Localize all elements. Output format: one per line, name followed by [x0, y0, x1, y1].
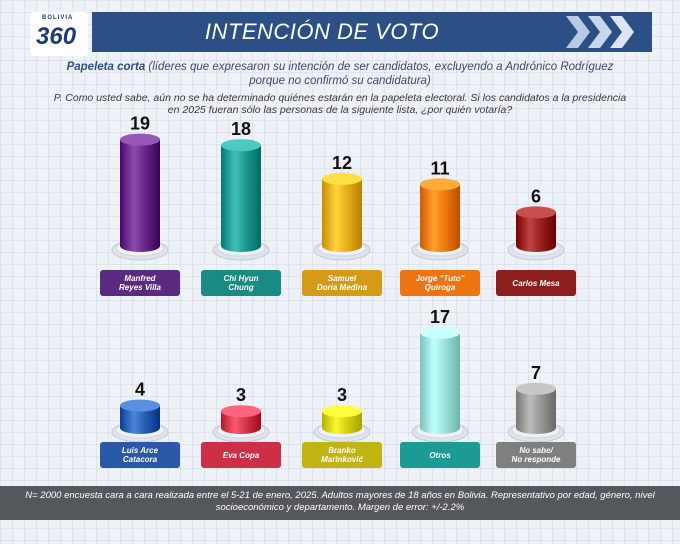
value-label: 4	[135, 380, 145, 400]
bar-9: 7	[507, 363, 565, 443]
category-label: No sabe/ No responde	[496, 442, 576, 468]
value-label: 17	[430, 307, 450, 327]
header: BOLIVIA 360 INTENCIÓN DE VOTO	[0, 8, 680, 56]
subtitle: Papeleta corta (líderes que expresaron s…	[60, 60, 620, 88]
category-label: Samuel Doria Medina	[302, 270, 382, 296]
bar-body	[120, 139, 160, 252]
bar-5: 4	[111, 380, 169, 443]
bar-body	[120, 405, 160, 434]
category-label: Branko Marinković	[302, 442, 382, 468]
logo-main-text: 360	[36, 23, 77, 50]
page-title: INTENCIÓN DE VOTO	[204, 19, 440, 44]
category-label: Otros	[400, 442, 480, 468]
bar-8: 17	[411, 307, 469, 443]
value-label: 18	[231, 119, 251, 139]
category-label: Luis Arce Catacora	[100, 442, 180, 468]
footer-note: N= 2000 encuesta cara a cara realizada e…	[0, 486, 680, 520]
category-label: Jorge "Tuto" Quiroga	[400, 270, 480, 296]
subtitle-bold: Papeleta corta	[66, 61, 146, 73]
bar-4: 6	[507, 186, 565, 261]
value-label: 7	[531, 363, 541, 383]
bar-top	[516, 382, 556, 395]
bar-top	[322, 405, 362, 418]
bar-top	[221, 139, 261, 152]
logo: BOLIVIA 360	[30, 12, 88, 56]
question-text: P. Como usted sabe, aún no se ha determi…	[53, 92, 627, 116]
subtitle-rest: (líderes que expresaron su intención de …	[145, 61, 614, 87]
bar-1: 18	[212, 119, 270, 261]
bar-top	[420, 326, 460, 339]
bar-body	[322, 178, 362, 252]
bar-0: 19	[111, 114, 169, 261]
bar-2: 12	[313, 153, 371, 261]
bar-top	[120, 399, 160, 412]
category-label: Eva Copa	[201, 442, 281, 468]
category-label: Manfred Reyes Villa	[100, 270, 180, 296]
title-bar: INTENCIÓN DE VOTO	[92, 12, 652, 52]
bar-top	[322, 172, 362, 185]
chevron-right-icon	[566, 16, 634, 48]
bar-6: 3	[212, 385, 270, 443]
bar-body	[516, 212, 556, 252]
bar-top	[516, 206, 556, 219]
value-label: 19	[130, 114, 150, 134]
category-label: Carlos Mesa	[496, 270, 576, 296]
value-label: 6	[531, 186, 541, 206]
value-label: 3	[337, 385, 347, 405]
value-label: 3	[236, 385, 246, 405]
category-label: Chi Hyun Chung	[201, 270, 281, 296]
bar-body	[420, 332, 460, 434]
bar-top	[120, 133, 160, 146]
value-label: 11	[430, 158, 449, 178]
bar-body	[516, 388, 556, 434]
bar-body	[322, 411, 362, 434]
bar-body	[420, 184, 460, 252]
bar-3: 11	[411, 158, 469, 261]
value-label: 12	[332, 153, 352, 173]
bar-body	[221, 411, 261, 434]
logo-top-text: BOLIVIA	[42, 15, 74, 21]
bar-top	[420, 178, 460, 191]
bar-body	[221, 145, 261, 252]
bar-top	[221, 405, 261, 418]
bar-7: 3	[313, 385, 371, 443]
